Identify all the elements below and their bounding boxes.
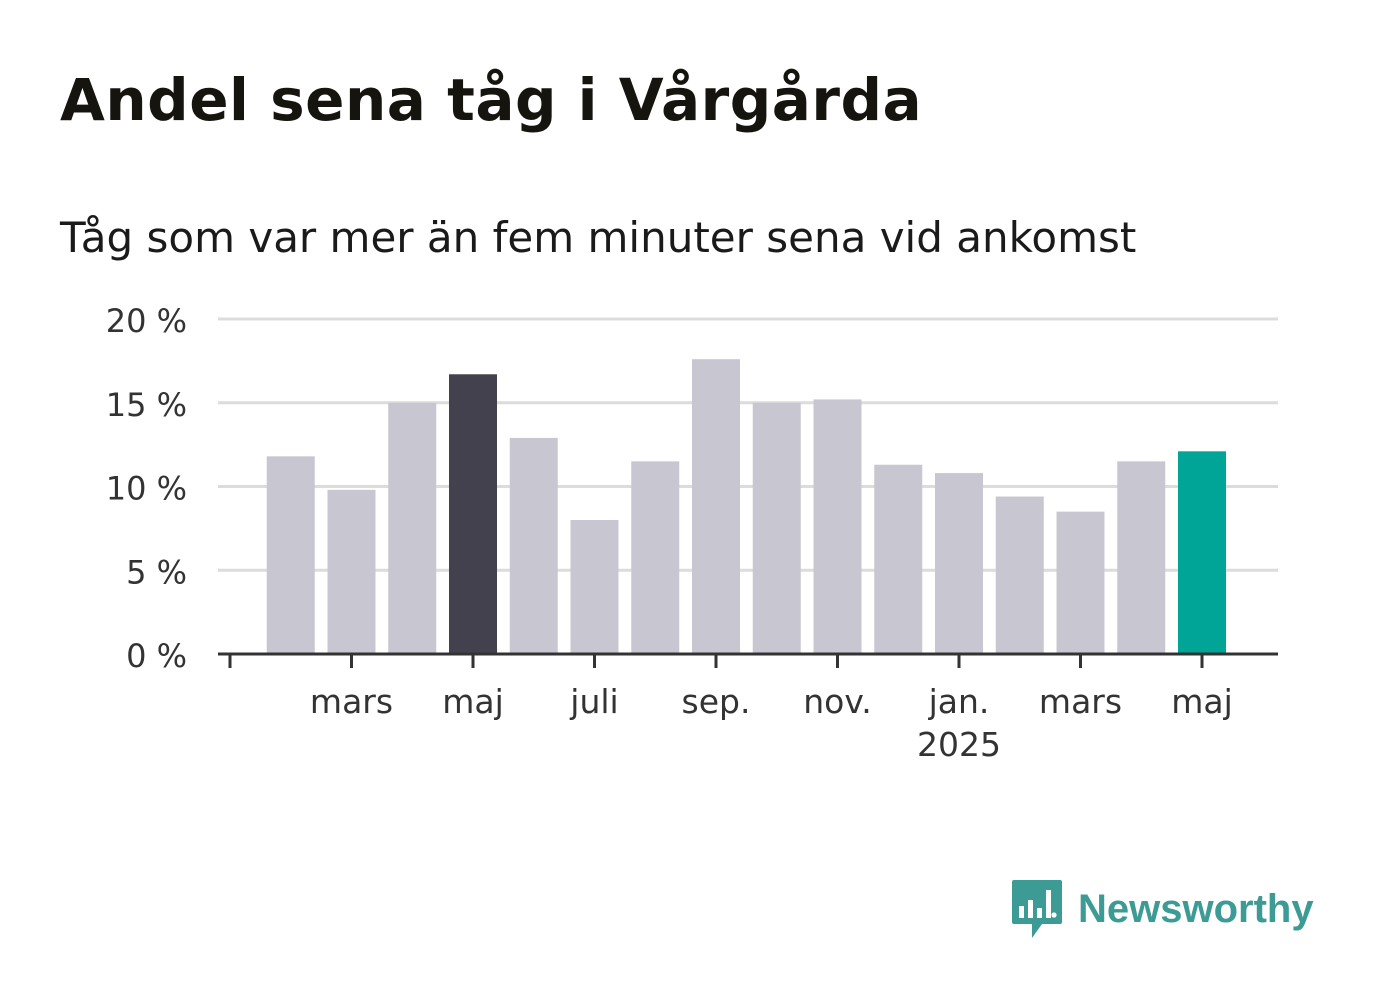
y-axis-ticks: 0 % 5 % 10 % 15 % 20 % xyxy=(106,302,187,675)
x-tick-year-label: 2025 xyxy=(917,725,1001,764)
chart-subtitle: Tåg som var mer än fem minuter sena vid … xyxy=(60,213,1137,262)
y-tick-label: 0 % xyxy=(126,637,187,675)
bar xyxy=(692,359,740,654)
bar xyxy=(935,473,983,654)
x-tick-label: juli xyxy=(569,682,618,721)
bars xyxy=(266,359,1226,654)
x-tick-label: sep. xyxy=(682,682,751,721)
y-tick-label: 10 % xyxy=(106,470,187,508)
x-tick-label: maj xyxy=(1171,682,1233,721)
bar xyxy=(752,402,801,654)
x-axis: mars maj juli sep. nov. jan. 2025 mars maj xyxy=(218,652,1278,764)
y-tick-label: 15 % xyxy=(106,386,187,424)
chart-title: Andel sena tåg i Vårgårda xyxy=(60,66,923,134)
y-tick-label: 5 % xyxy=(126,553,187,591)
y-tick-label: 20 % xyxy=(106,302,187,340)
brand-name: Newsworthy xyxy=(1078,886,1314,931)
bar xyxy=(509,437,558,654)
bar xyxy=(388,402,437,654)
bar xyxy=(266,456,315,654)
x-tick-label: maj xyxy=(442,682,504,721)
newsworthy-logo-icon xyxy=(1012,880,1062,938)
bar xyxy=(327,489,376,654)
bar xyxy=(570,520,619,654)
x-tick-label: mars xyxy=(1039,682,1122,721)
bar xyxy=(1178,451,1226,654)
bar xyxy=(995,496,1044,654)
x-tick-label: jan. xyxy=(928,682,990,721)
bar xyxy=(874,464,923,654)
bar xyxy=(813,399,862,654)
bar xyxy=(1117,461,1166,654)
x-tick-label: mars xyxy=(310,682,393,721)
brand-logo[interactable]: Newsworthy xyxy=(1010,876,1314,942)
x-tick-label: nov. xyxy=(803,682,872,721)
bar xyxy=(631,461,680,654)
bar xyxy=(449,374,497,654)
bar xyxy=(1056,511,1105,654)
